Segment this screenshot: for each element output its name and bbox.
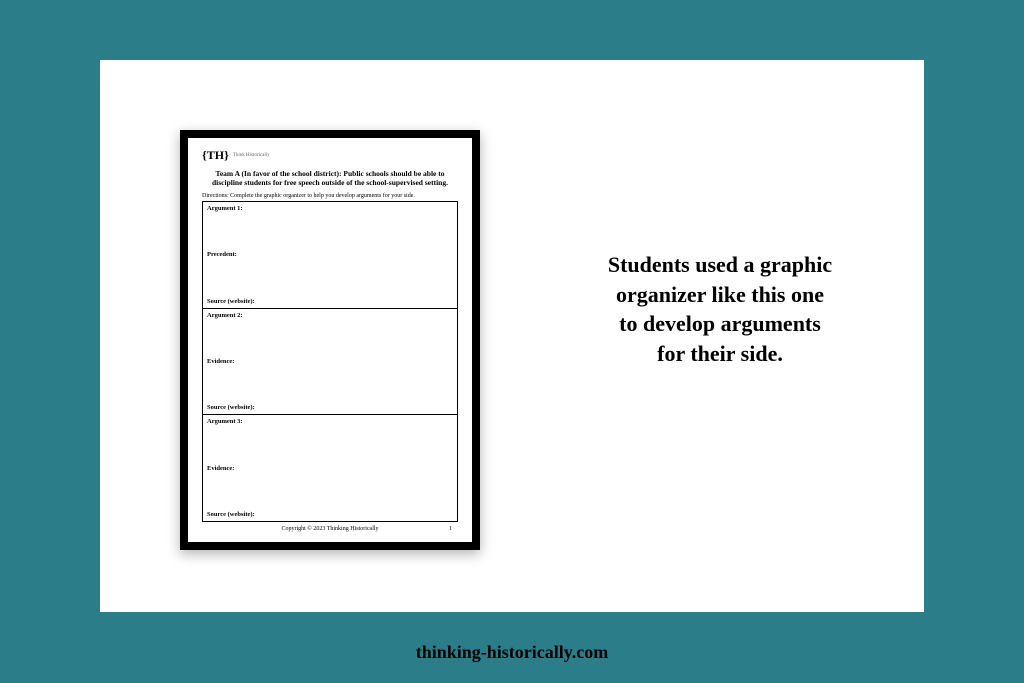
caption-line: Students used a graphic	[560, 250, 880, 280]
argument-label: Argument 1:	[207, 205, 453, 212]
argument-label: Argument 3:	[207, 418, 453, 425]
source-label: Source (website):	[207, 404, 453, 411]
worksheet-directions: Directions: Complete the graphic organiz…	[202, 193, 458, 199]
argument-label: Argument 2:	[207, 312, 453, 319]
logo-subtext: Think Historically	[233, 153, 270, 158]
worksheet-page: {TH} Think Historically Team A (In favor…	[188, 138, 472, 542]
table-row: Argument 3: Evidence: Source (website):	[203, 415, 457, 521]
copyright-text: Copyright © 2023 Thinking Historically	[281, 526, 378, 532]
worksheet-frame: {TH} Think Historically Team A (In favor…	[180, 130, 480, 550]
caption-line: for their side.	[560, 339, 880, 369]
organizer-table: Argument 1: Precedent: Source (website):…	[202, 201, 458, 522]
logo-mark: {TH}	[202, 148, 229, 163]
website-url: thinking-historically.com	[0, 642, 1024, 663]
table-row: Argument 1: Precedent: Source (website):	[203, 202, 457, 309]
caption-line: organizer like this one	[560, 280, 880, 310]
content-panel: {TH} Think Historically Team A (In favor…	[100, 60, 924, 612]
source-label: Source (website):	[207, 511, 453, 518]
caption-text: Students used a graphic organizer like t…	[560, 250, 880, 369]
evidence-label: Evidence:	[207, 465, 453, 472]
worksheet-logo: {TH} Think Historically	[202, 148, 458, 163]
caption-line: to develop arguments	[560, 309, 880, 339]
precedent-label: Precedent:	[207, 251, 453, 258]
page-number: 1	[449, 526, 452, 532]
table-row: Argument 2: Evidence: Source (website):	[203, 309, 457, 416]
evidence-label: Evidence:	[207, 358, 453, 365]
worksheet-title: Team A (In favor of the school district)…	[202, 169, 458, 187]
source-label: Source (website):	[207, 298, 453, 305]
worksheet-footer: Copyright © 2023 Thinking Historically 1	[202, 522, 458, 532]
